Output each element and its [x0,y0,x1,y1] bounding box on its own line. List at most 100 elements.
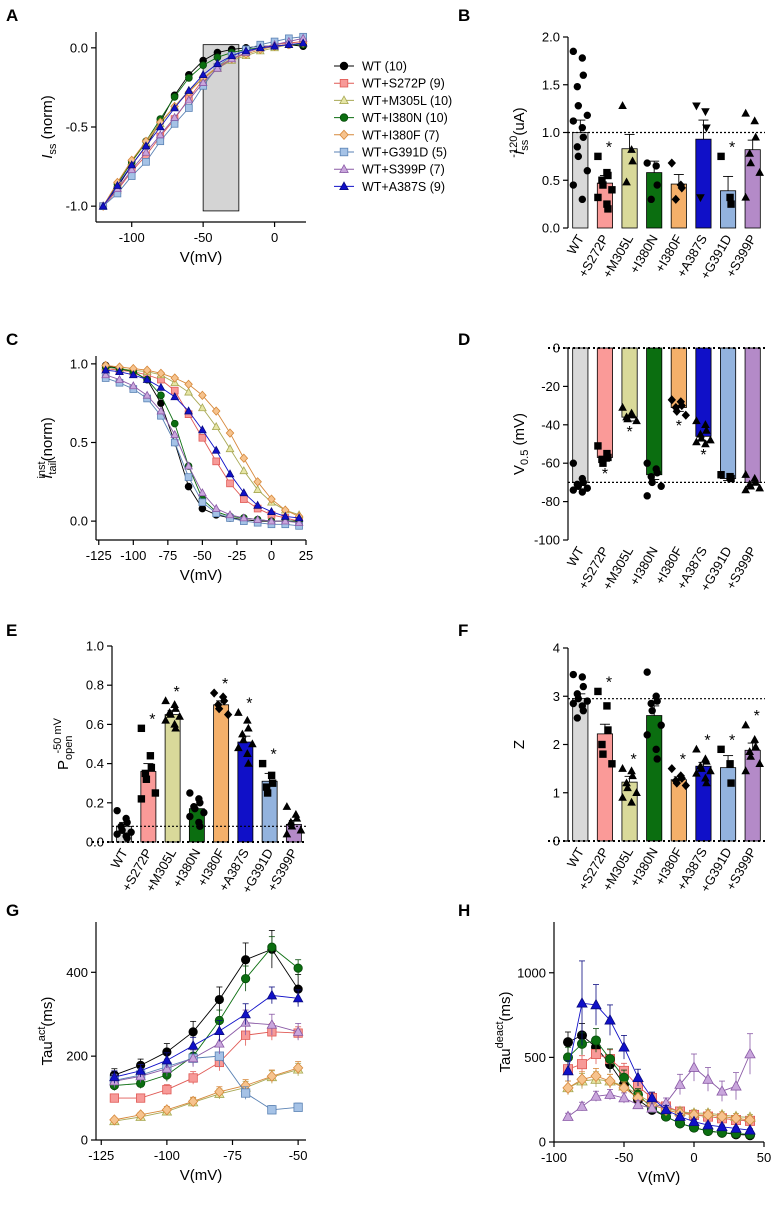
data-point [746,751,755,760]
data-point [599,750,607,758]
panel-c-tail-current: 0.0 0.5 1.0 -125 -100 -75 -50 -25 0 25 V(mV) Itaili… [36,356,313,584]
data-point [751,132,760,141]
data-point [211,503,221,512]
series-i380f [101,360,304,522]
data-point [280,511,290,520]
y-tick-label: 400 [66,965,88,980]
legend-label: WT+M305L (10) [362,94,452,108]
significance-star: * [222,676,228,693]
data-point [692,768,701,777]
data-point [746,481,755,490]
data-point [282,802,292,810]
data-point [214,704,224,714]
data-point [197,488,207,497]
data-point [186,812,194,821]
data-point [744,1124,756,1135]
data-point [579,71,588,79]
x-tick-label: -75 [223,1148,242,1163]
data-point [292,992,304,1003]
data-point [727,200,735,208]
data-point [750,735,759,743]
data-point [292,813,302,822]
data-point [258,759,267,768]
significance-star: * [174,684,180,701]
data-point [157,391,165,400]
y-tick-label: 0.0 [542,221,560,236]
data-point [692,102,701,111]
data-point [562,1064,574,1076]
data-point [188,1027,198,1037]
panel-letter-c: C [6,330,18,349]
data-point [200,808,208,817]
data-point [716,1085,728,1096]
data-point [293,1102,303,1112]
data-point [623,414,632,423]
y-axis-title-rest: (norm) [39,95,56,143]
data-point [113,806,121,815]
data-point [562,1110,574,1121]
data-point [115,366,124,376]
data-point [293,963,303,973]
data-point [214,1086,225,1098]
data-point [578,673,587,681]
x-tick-label: -50 [289,1148,308,1163]
data-point [727,474,735,483]
data-point [697,433,706,442]
data-point [128,370,138,379]
legend-item-m305l: WT+M305L (10) [334,94,452,108]
data-point [241,1088,251,1098]
data-point [755,759,764,768]
data-point [618,764,627,772]
data-point [573,143,582,151]
data-point [184,379,193,389]
data-point [628,156,637,165]
y-axis-title-main: Tau [39,1041,56,1065]
data-point [623,783,632,792]
legend-label: WT+G391D (5) [362,146,447,160]
data-point [219,696,229,706]
data-point [583,697,592,705]
data-point [603,702,611,710]
x-tick-label: -100 [154,1148,180,1163]
data-point [161,715,170,724]
significance-star: * [754,708,760,725]
data-point [161,696,170,705]
data-point [579,707,588,715]
legend-item-i380f: WT+I380F (7) [334,128,439,142]
data-point [268,779,277,787]
y-tick-label: -100 [534,533,560,548]
significance-star: * [729,732,735,749]
data-point [716,1120,728,1132]
bar-a387s [237,741,254,843]
data-point [238,729,247,738]
data-point [282,829,292,838]
data-point [618,1091,630,1103]
data-point [657,482,665,490]
data-point [227,51,237,60]
y-tick-label: -80 [541,494,560,509]
data-point [294,517,304,526]
y-tick-label: 1.5 [542,77,560,92]
data-point [605,1054,616,1065]
panel-b-steady-state-current: 0.00.51.01.52.0Iss-120(uA)WT*+S272P+M305… [508,30,765,282]
category-label: WT [108,846,131,871]
data-point [170,373,180,383]
y-axis-title-sub: tail [47,461,59,475]
data-point [701,439,710,448]
data-point [151,789,160,797]
data-point [583,166,592,175]
data-point [184,482,193,491]
data-point [576,1073,588,1086]
data-point [266,1070,278,1082]
data-point [741,720,750,729]
data-point [239,466,249,475]
legend-marker [339,129,349,140]
data-point [146,752,155,760]
data-point [142,390,152,399]
series-wt [109,929,303,1082]
y-tick-label: -60 [541,456,560,471]
series-a387s [98,38,308,210]
bar-i380f [670,183,687,229]
data-point [688,1115,700,1127]
data-point [248,739,257,748]
